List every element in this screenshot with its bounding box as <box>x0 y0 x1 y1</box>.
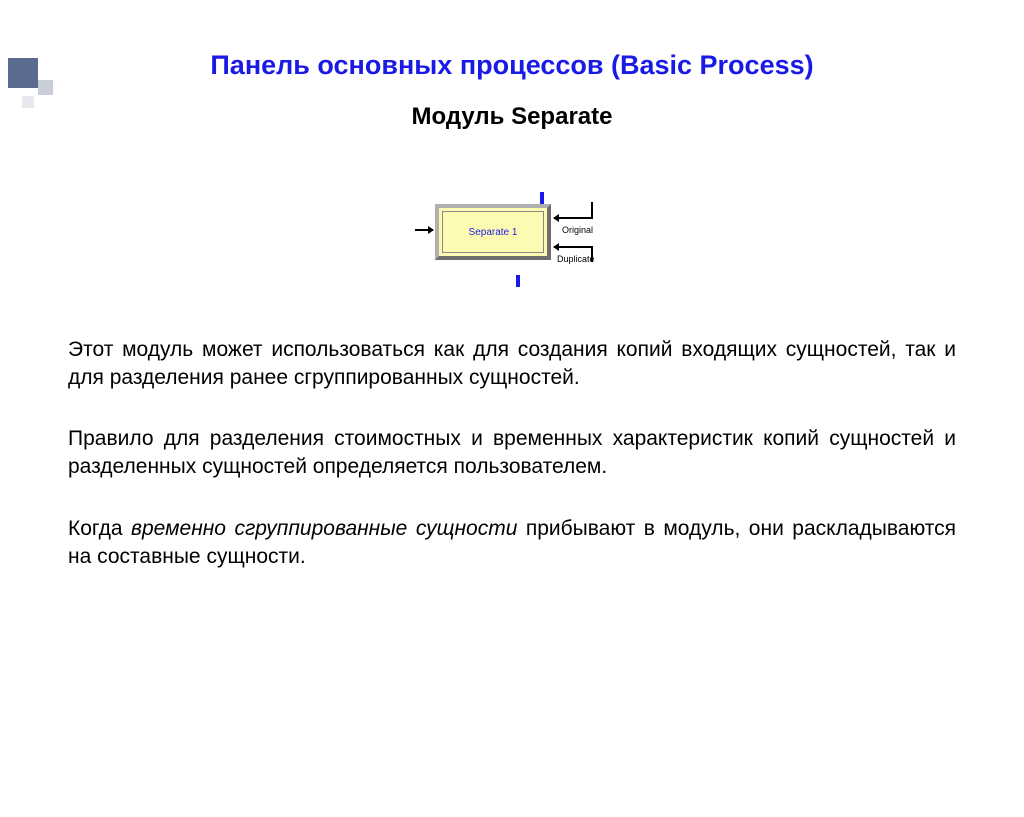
paragraph-3-em: временно сгруппированные сущности <box>131 517 517 540</box>
body-content: Этот модуль может использоваться как для… <box>68 336 956 570</box>
deco-square-big <box>8 58 38 88</box>
input-arrow <box>415 229 433 231</box>
paragraph-3: Когда временно сгруппированные сущности … <box>68 515 956 570</box>
module-box: Separate 1 <box>435 204 551 260</box>
module-label: Separate 1 <box>442 211 544 253</box>
page-title: Панель основных процессов (Basic Process… <box>0 50 1024 81</box>
deco-square-tiny <box>22 96 34 108</box>
output-original-label: Original <box>562 225 593 235</box>
tick-mark-bottom <box>516 275 520 287</box>
output-duplicate-line-h <box>554 246 592 248</box>
slide-corner-decoration <box>8 58 58 108</box>
separate-module-diagram: Separate 1 Original Duplicate <box>407 196 617 291</box>
output-original-line-h <box>554 217 592 219</box>
page-subtitle: Модуль Separate <box>0 103 1024 131</box>
paragraph-2: Правило для разделения стоимостных и вре… <box>68 425 956 480</box>
deco-square-small <box>38 80 53 95</box>
output-original-line-v <box>591 202 593 219</box>
tick-mark-top <box>540 192 544 204</box>
paragraph-1: Этот модуль может использоваться как для… <box>68 336 956 391</box>
paragraph-3-a: Когда <box>68 517 131 540</box>
output-duplicate-label: Duplicate <box>557 254 595 264</box>
